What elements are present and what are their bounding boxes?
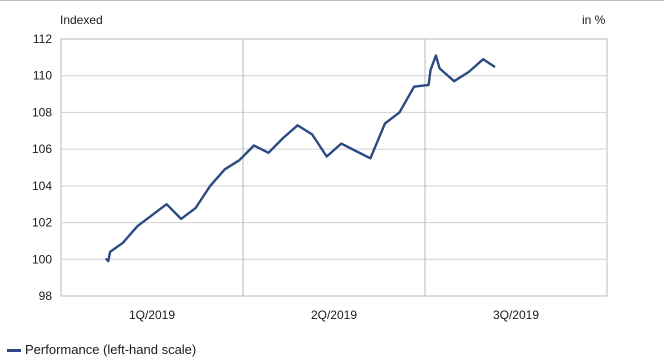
legend: Performance (left-hand scale) (7, 342, 196, 358)
series-line-performance (105, 54, 496, 263)
y-tick-label: 98 (39, 289, 53, 303)
x-axis: 1Q/2019 2Q/2019 3Q/2019 (129, 308, 539, 322)
y-axis: 98 100 102 104 106 108 110 112 (32, 32, 52, 303)
y-tick-label: 106 (32, 142, 52, 156)
legend-label: Performance (left-hand scale) (25, 342, 197, 357)
period-separators (242, 39, 426, 296)
legend-swatch (7, 348, 21, 352)
left-axis-caption: Indexed (60, 13, 103, 27)
y-tick-label: 104 (32, 179, 52, 193)
y-tick-label: 108 (32, 105, 52, 119)
y-tick-label: 100 (32, 252, 52, 266)
series-layer (105, 54, 496, 263)
grid (61, 75, 607, 260)
x-tick-label: 2Q/2019 (311, 308, 357, 322)
right-axis-caption: in % (582, 13, 606, 27)
top-rule (0, 0, 664, 1)
y-tick-label: 102 (32, 216, 52, 230)
y-tick-label: 110 (33, 69, 52, 83)
plot-frame (60, 38, 608, 297)
x-tick-label: 1Q/2019 (129, 308, 175, 322)
y-tick-label: 112 (33, 32, 52, 46)
x-tick-label: 3Q/2019 (493, 308, 539, 322)
